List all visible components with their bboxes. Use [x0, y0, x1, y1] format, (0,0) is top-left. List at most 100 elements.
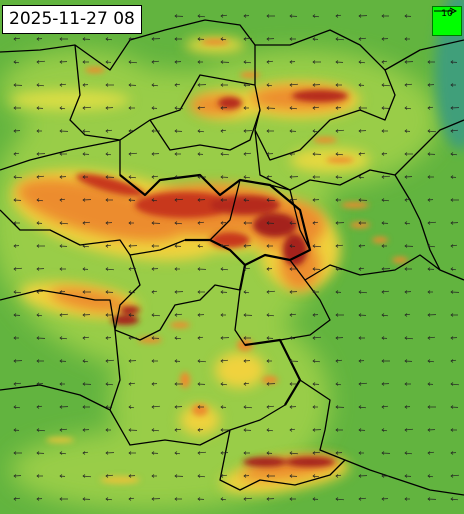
wind-arrow-icon: [450, 175, 457, 179]
wind-arrow-icon: [243, 267, 251, 271]
wind-arrow-icon: [105, 221, 113, 225]
wind-arrow-icon: [450, 451, 457, 455]
wind-arrow-icon: [128, 175, 137, 179]
wind-arrow-icon: [197, 497, 205, 501]
wind-arrow-icon: [105, 267, 115, 271]
wind-arrow-icon: [358, 428, 366, 432]
wind-arrow-icon: [381, 336, 388, 340]
wind-arrow-icon: [289, 382, 297, 386]
wind-arrow-icon: [13, 497, 21, 501]
wind-arrow-icon: [358, 497, 367, 501]
wind-arrow-icon: [82, 175, 88, 179]
wind-arrow-icon: [335, 152, 344, 156]
wind-arrow-icon: [289, 244, 296, 248]
wind-arrow-icon: [128, 244, 138, 248]
wind-arrow-icon: [243, 382, 250, 386]
wind-arrow-icon: [427, 405, 436, 409]
wind-arrow-icon: [13, 451, 22, 455]
wind-arrow-icon: [404, 221, 411, 225]
wind-arrow-icon: [335, 221, 345, 225]
wind-arrow-icon: [59, 221, 69, 225]
wind-arrow-icon: [105, 474, 114, 478]
wind-arrow-icon: [243, 474, 250, 478]
wind-arrow-icon: [381, 474, 389, 478]
wind-arrow-icon: [105, 359, 115, 363]
wind-legend-value: 10: [441, 9, 453, 19]
wind-arrow-icon: [197, 244, 204, 248]
wind-arrow-icon: [220, 221, 227, 225]
wind-arrow-icon: [82, 60, 89, 64]
wind-arrow-icon: [358, 313, 367, 317]
wind-arrow-icon: [358, 14, 368, 18]
wind-arrow-icon: [404, 382, 411, 386]
wind-arrow-icon: [13, 336, 19, 340]
wind-arrow-icon: [220, 198, 227, 202]
wind-arrow-icon: [105, 451, 115, 455]
wind-arrow-icon: [335, 313, 344, 317]
wind-arrow-icon: [312, 83, 321, 87]
wind-arrow-icon: [82, 267, 89, 271]
wind-arrow-icon: [266, 474, 275, 478]
wind-arrow-icon: [266, 198, 276, 202]
wind-arrow-icon: [381, 290, 390, 294]
wind-arrow-icon: [151, 152, 160, 156]
wind-arrow-icon: [59, 382, 65, 386]
wind-arrow-icon: [82, 382, 92, 386]
wind-arrow-icon: [13, 290, 22, 294]
wind-arrow-icon: [13, 60, 20, 64]
wind-arrow-icon: [128, 198, 136, 202]
wind-arrow-icon: [404, 152, 413, 156]
wind-arrow-icon: [404, 129, 411, 133]
wind-arrow-icon: [312, 405, 318, 409]
wind-arrow-icon: [59, 60, 68, 64]
wind-arrow-icon: [13, 198, 22, 202]
wind-arrow-icon: [335, 428, 343, 432]
wind-arrow-icon: [381, 428, 388, 432]
wind-arrow-icon: [82, 497, 91, 501]
wind-arrow-icon: [197, 129, 205, 133]
wind-arrow-icon: [312, 267, 321, 271]
wind-arrow-icon: [128, 405, 135, 409]
wind-arrow-icon: [36, 175, 45, 179]
wind-arrow-icon: [151, 313, 161, 317]
wind-arrow-icon: [381, 313, 389, 317]
wind-arrow-icon: [197, 428, 204, 432]
wind-arrow-icon: [13, 267, 23, 271]
wind-arrow-icon: [427, 336, 436, 340]
wind-arrow-icon: [335, 37, 345, 41]
wind-arrow-icon: [266, 405, 275, 409]
wind-arrow-icon: [289, 359, 299, 363]
wind-arrow-icon: [82, 290, 91, 294]
wind-arrow-icon: [197, 175, 206, 179]
wind-arrow-icon: [427, 497, 437, 501]
wind-arrow-icon: [358, 359, 365, 363]
wind-arrow-icon: [266, 106, 276, 110]
wind-arrow-icon: [450, 60, 458, 64]
wind-arrow-icon: [151, 267, 159, 271]
wind-arrow-icon: [151, 244, 159, 248]
wind-arrow-icon: [243, 244, 252, 248]
wind-arrow-icon: [197, 382, 206, 386]
wind-arrow-icon: [197, 267, 207, 271]
wind-arrow-icon: [312, 428, 322, 432]
wind-arrow-icon: [450, 83, 456, 87]
wind-arrow-icon: [381, 382, 390, 386]
wind-arrow-icon: [381, 175, 391, 179]
wind-arrow-icon: [151, 497, 161, 501]
wind-arrow-icon: [36, 221, 43, 225]
wind-arrow-icon: [427, 474, 434, 478]
wind-arrow-icon: [220, 129, 227, 133]
wind-arrow-icon: [13, 37, 21, 41]
wind-arrow-icon: [312, 106, 320, 110]
wind-arrow-icon: [197, 14, 206, 18]
wind-arrow-icon: [174, 83, 181, 87]
wind-arrow-icon: [312, 198, 320, 202]
wind-arrow-icon: [13, 129, 21, 133]
wind-arrow-icon: [381, 152, 388, 156]
wind-arrow-icon: [197, 106, 206, 110]
wind-arrow-icon: [358, 83, 365, 87]
wind-arrow-icon: [174, 428, 182, 432]
wind-arrow-icon: [289, 267, 298, 271]
wind-arrow-icon: [335, 60, 344, 64]
wind-arrow-icon: [427, 359, 435, 363]
